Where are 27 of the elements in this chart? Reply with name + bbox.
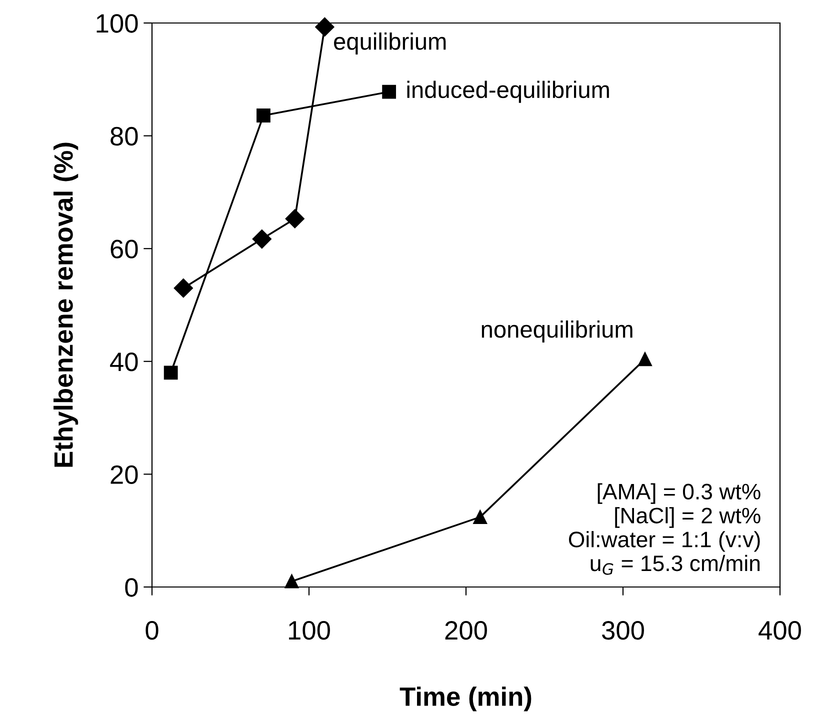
point [252, 229, 272, 249]
x-tick-label: 100 [289, 621, 330, 640]
point [473, 510, 488, 524]
x-axis-title: Time (min) [400, 686, 532, 712]
y-tick-label: 60 [110, 240, 138, 258]
y-tick-label: 80 [110, 126, 138, 146]
x-tick-label: 200 [445, 621, 487, 640]
point [174, 278, 193, 298]
point [638, 352, 652, 366]
series-label: nonequilibrium [482, 320, 632, 342]
y-tick-label: 0 [125, 578, 138, 597]
y-axis-title: Ethylbenzene removal (%) [54, 142, 78, 467]
y-tick-label: 100 [96, 14, 138, 33]
point [164, 366, 178, 380]
annotation: [AMA] = 0.3 wt% [NaCl] = 2 wt% Oil:water = 1:1 (v:v) u$_{G}$ = 15.3 cm/min [568, 483, 760, 575]
point [284, 574, 299, 588]
point [256, 108, 270, 122]
point [382, 84, 396, 99]
point [315, 17, 334, 36]
y-tick-label: 40 [110, 352, 138, 372]
point [285, 209, 304, 228]
series-label: equilibrium [334, 32, 446, 55]
series-label: induced-equilibrium [407, 80, 609, 103]
x-tick-label: 0 [146, 621, 158, 640]
y-tick-label: 20 [110, 465, 138, 484]
x-tick-label: 400 [758, 621, 801, 640]
x-tick-label: 300 [602, 621, 644, 640]
